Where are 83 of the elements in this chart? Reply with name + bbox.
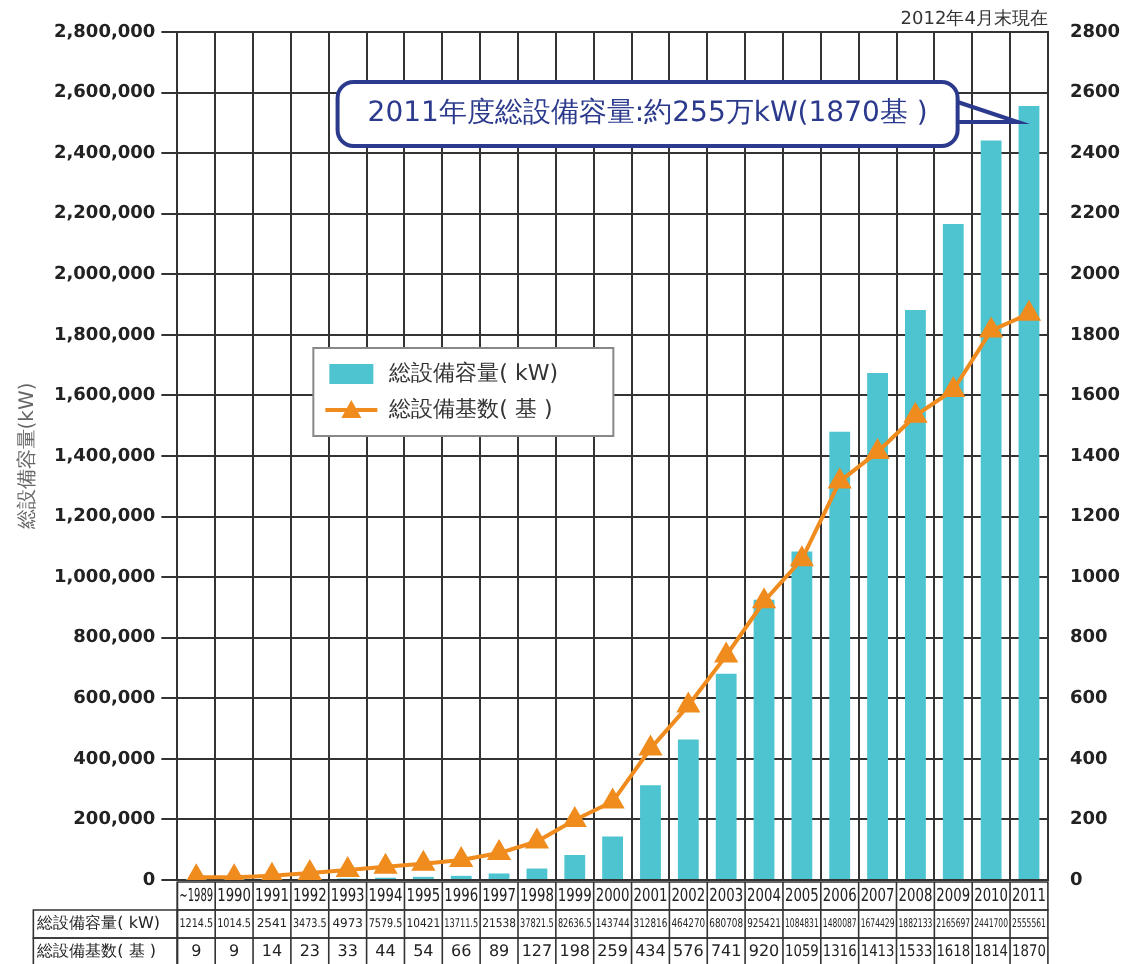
y2-tick-label: 2200	[1069, 204, 1121, 225]
data-label: 259	[597, 942, 628, 961]
y2-tick-label: 1600	[1069, 386, 1121, 407]
y-tick-label: 2,200,000	[53, 204, 156, 225]
text: 2012年4月末現在	[900, 7, 1048, 30]
data-label: 66	[451, 942, 472, 961]
y2-tick-label: 1000	[1069, 567, 1121, 588]
data-label: 198	[559, 942, 591, 961]
y2-tick-label: 2000	[1069, 264, 1121, 285]
x-tick-label: 2011	[1012, 884, 1046, 906]
data-label: 23	[299, 942, 321, 961]
text: 総設備基数( 基 )	[37, 942, 156, 961]
data-label: 9	[191, 942, 202, 961]
x-tick-label: 2001	[633, 884, 668, 906]
data-label: 1618	[936, 940, 971, 961]
data-label: 1059	[784, 940, 820, 961]
y-tick-label: 1,200,000	[53, 507, 156, 528]
x-tick-label: 1990	[217, 884, 252, 906]
x-tick-label: 2007	[860, 884, 895, 906]
annotation: 2011年度総設備容量:約255万kW(1870基 )	[367, 97, 928, 130]
y-tick-label: 400,000	[73, 749, 156, 770]
data-label: 54	[413, 942, 434, 961]
x-tick-label: 2006	[822, 884, 857, 906]
data-label: 1870	[1012, 940, 1047, 961]
data-label: 33	[337, 942, 358, 961]
x-tick-label: 2000	[595, 884, 630, 906]
data-label: 9	[229, 942, 240, 961]
x-tick-label: 1991	[255, 884, 289, 906]
legend-label: 総設備基数( 基 )	[387, 395, 553, 422]
data-label: 89	[488, 942, 510, 961]
data-label: 741	[710, 942, 742, 961]
y-axis-title: 総設備容量(kW)	[15, 382, 40, 532]
y2-tick-label: 2600	[1069, 83, 1121, 104]
x-tick-label: 1996	[444, 884, 479, 906]
y-tick-label: 2,000,000	[53, 264, 156, 285]
y2-tick-label: 0	[1069, 870, 1083, 891]
y2-tick-label: 1200	[1069, 507, 1121, 528]
data-label: 14	[261, 942, 283, 961]
data-label: 920	[748, 942, 780, 961]
data-label: 44	[375, 942, 396, 961]
x-tick-label: 2008	[898, 884, 933, 906]
x-tick-label: 2002	[671, 884, 706, 906]
y-tick-label: 800,000	[73, 628, 156, 649]
legend-label: 総設備容量( kW)	[387, 359, 558, 386]
y-tick-label: 2,400,000	[53, 143, 156, 164]
x-tick-label: 2003	[709, 884, 744, 906]
y-tick-label: 1,400,000	[53, 446, 156, 467]
x-tick-label: ~1989	[179, 883, 214, 906]
y2-tick-label: 800	[1069, 628, 1108, 649]
x-tick-label: 1992	[292, 884, 327, 906]
data-label: 127	[521, 942, 553, 961]
x-tick-label: 1997	[482, 884, 516, 906]
x-tick-label: 1993	[330, 884, 365, 906]
data-label: 434	[635, 942, 666, 961]
y-tick-label: 0	[142, 870, 156, 891]
x-tick-label: 1998	[520, 884, 554, 906]
y-tick-label: 1,800,000	[53, 325, 156, 346]
x-tick-label: 1995	[406, 884, 441, 906]
y-tick-label: 200,000	[73, 810, 156, 831]
data-label: 1413	[860, 940, 896, 961]
y2-tick-label: 600	[1069, 688, 1108, 709]
y2-tick-label: 400	[1069, 749, 1108, 770]
data-label: 1316	[822, 940, 858, 961]
x-tick-label: 2010	[974, 884, 1009, 906]
x-tick-label: 2004	[747, 884, 781, 906]
y-tick-label: 1,000,000	[53, 567, 156, 588]
x-tick-label: 1994	[368, 884, 403, 906]
y2-tick-label: 200	[1069, 810, 1108, 831]
y2-tick-label: 1400	[1069, 446, 1121, 467]
y-tick-label: 2,600,000	[53, 83, 156, 104]
y-tick-label: 2,800,000	[53, 22, 156, 43]
text: 総設備容量( kW)	[37, 914, 160, 933]
data-label: 576	[673, 942, 704, 961]
y2-tick-label: 2800	[1069, 22, 1121, 43]
data-label: 1814	[974, 940, 1009, 961]
x-tick-label: 2005	[784, 884, 819, 906]
x-tick-label: 1999	[557, 884, 592, 906]
y2-tick-label: 1800	[1069, 325, 1121, 346]
y2-tick-label: 2400	[1069, 143, 1121, 164]
data-label: 1533	[898, 940, 933, 961]
y-tick-label: 1,600,000	[53, 386, 156, 407]
y-tick-label: 600,000	[73, 688, 156, 709]
x-tick-label: 2009	[936, 884, 971, 906]
